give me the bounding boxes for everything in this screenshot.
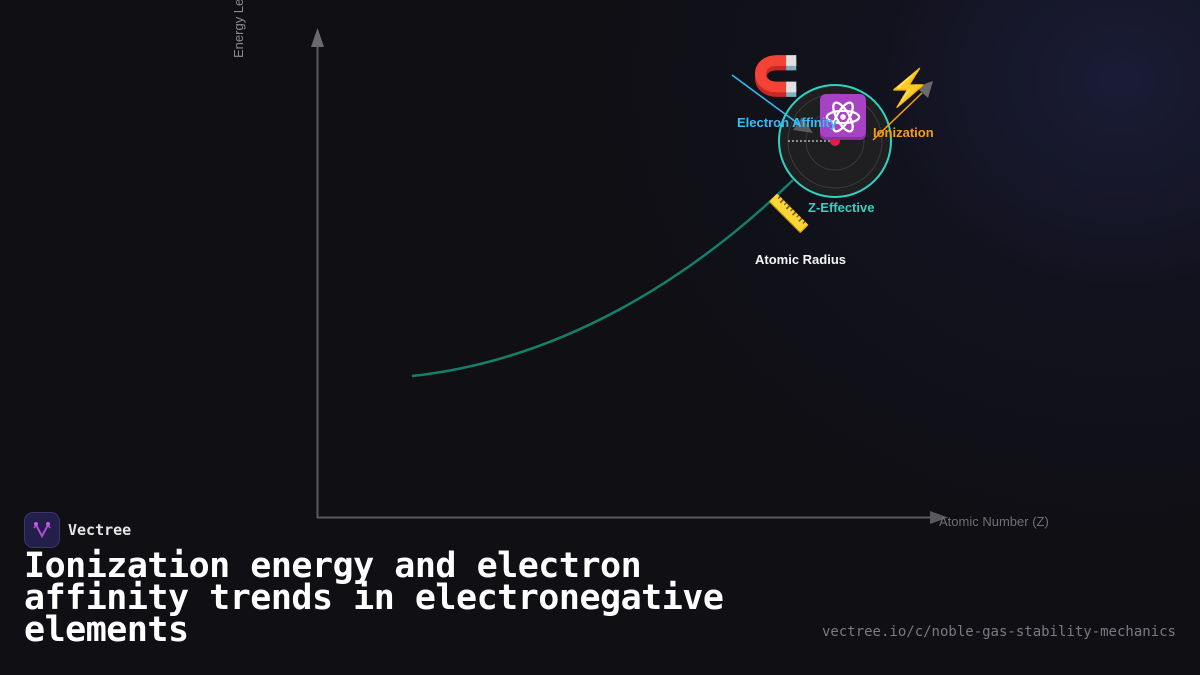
ruler-icon: 📏 [766,193,811,234]
brand: Vectree [24,512,131,548]
x-axis-arrow-icon [930,511,948,524]
magnet-icon: 🧲 [752,56,800,98]
atom-symbol-icon [825,101,861,133]
electron-affinity-label: Electron Affinity [737,115,837,130]
vectree-logo-icon [24,512,60,548]
electron-affinity-arrowhead-icon [793,117,813,133]
ionization-arrow [872,92,923,141]
atomic-radius-label: Atomic Radius [755,252,847,267]
trend-curve [411,179,794,378]
brand-name: Vectree [68,521,132,539]
x-axis-label: Atomic Number (Z) [939,514,1049,529]
z-effective-label: Z-Effective [808,200,875,215]
source-url: vectree.io/c/noble-gas-stability-mechani… [821,624,1176,640]
y-axis-arrow-icon [311,28,324,47]
ionization-arrowhead-icon [916,81,933,98]
atom-icon [820,94,866,140]
ionization-label: Ionization [873,125,934,140]
lightning-icon: ⚡ [886,67,931,108]
y-axis-label: Energy Le [231,0,246,58]
page-title: Ionization energy and electron affinity … [24,546,724,650]
electron-affinity-arrow [731,74,801,126]
